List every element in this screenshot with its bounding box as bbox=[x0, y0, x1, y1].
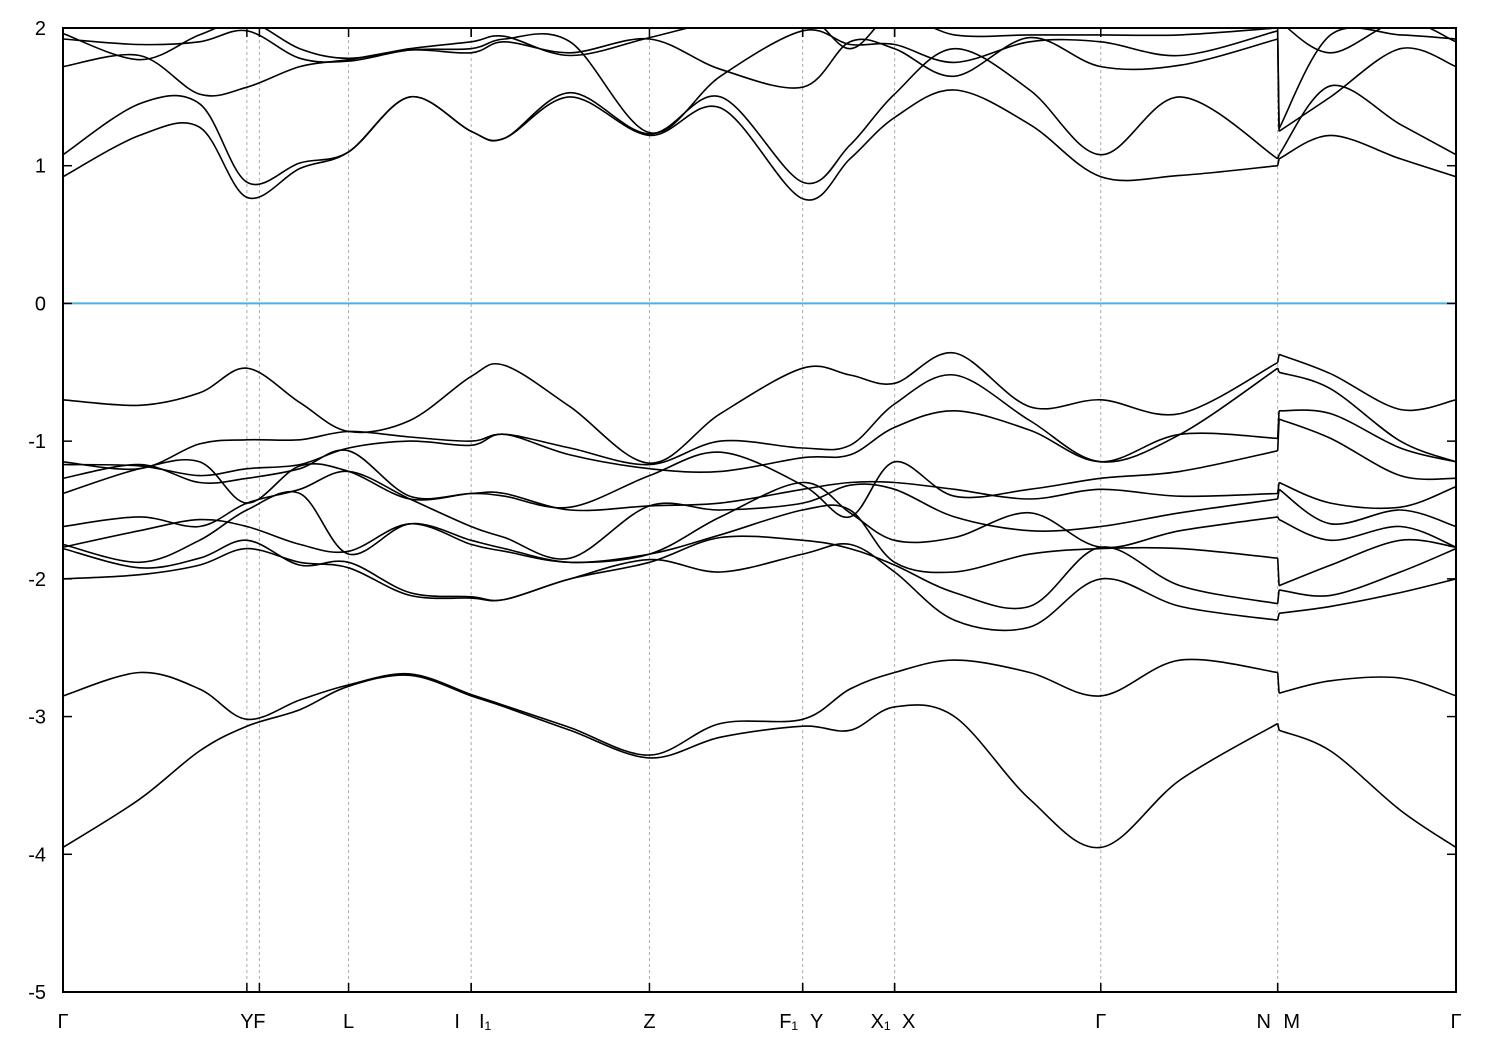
y-tick-label: -1 bbox=[28, 431, 46, 453]
band-3 bbox=[1278, 578, 1456, 615]
band-6-jump bbox=[1276, 516, 1280, 521]
x-tick-label: N bbox=[1256, 1011, 1270, 1033]
x-tick-label: Γ bbox=[1450, 1011, 1461, 1033]
x-tick-label: L bbox=[343, 1011, 354, 1033]
band-16 bbox=[63, 28, 1278, 134]
band-5-jump bbox=[1276, 558, 1280, 586]
band-8 bbox=[63, 458, 1278, 512]
band-10 bbox=[1279, 409, 1456, 463]
band-1-jump bbox=[1276, 723, 1280, 731]
x-tick-label: F bbox=[253, 1011, 265, 1033]
band-7-jump bbox=[1276, 489, 1280, 500]
band-5 bbox=[63, 490, 1278, 574]
y-tick-label: 1 bbox=[35, 156, 46, 178]
band-12 bbox=[1278, 353, 1456, 412]
plot-frame bbox=[62, 27, 1457, 993]
band-8 bbox=[1278, 481, 1456, 510]
band-17 bbox=[63, 28, 1278, 61]
band-13 bbox=[1278, 134, 1456, 178]
band-12 bbox=[63, 352, 1279, 465]
x-tick-label: X₁ bbox=[871, 1011, 891, 1033]
x-tick-label: X bbox=[902, 1011, 915, 1033]
band-3-jump bbox=[1276, 613, 1280, 621]
y-tick-label: -4 bbox=[28, 844, 46, 866]
bands bbox=[63, 28, 1456, 849]
band-1 bbox=[63, 674, 1279, 849]
band-4 bbox=[1278, 547, 1456, 597]
band-13 bbox=[63, 89, 1278, 201]
band-16 bbox=[1278, 28, 1456, 129]
x-tick-label: M bbox=[1283, 1011, 1300, 1033]
band-15 bbox=[63, 36, 1278, 97]
band-5 bbox=[1278, 538, 1456, 587]
high-symmetry-gridlines bbox=[246, 28, 1279, 992]
y-tick-label: -3 bbox=[28, 707, 46, 729]
y-tick-label: 0 bbox=[35, 293, 46, 315]
band-14 bbox=[63, 47, 1279, 186]
band-7 bbox=[1278, 488, 1456, 528]
y-tick-label: 2 bbox=[35, 18, 46, 40]
band-2 bbox=[63, 658, 1278, 756]
x-tick-label: I bbox=[454, 1011, 460, 1033]
band-7 bbox=[63, 470, 1278, 560]
x-tick-label: F₁ bbox=[779, 1011, 798, 1033]
band-11 bbox=[1278, 371, 1456, 463]
y-tick-label: -2 bbox=[28, 569, 46, 591]
band-14 bbox=[1278, 84, 1456, 156]
band-11 bbox=[63, 367, 1279, 471]
band-4-jump bbox=[1276, 589, 1280, 604]
band-2-jump bbox=[1276, 672, 1280, 694]
band-16-jump bbox=[1276, 30, 1280, 129]
band-3 bbox=[63, 542, 1278, 632]
band-12-jump bbox=[1276, 354, 1280, 363]
y-tick-label: -5 bbox=[28, 982, 46, 1004]
band-17 bbox=[1286, 28, 1456, 54]
x-tick-label: Z bbox=[643, 1011, 655, 1033]
x-tick-label: Y bbox=[240, 1011, 253, 1033]
band-1 bbox=[1278, 729, 1456, 849]
x-tick-label: Γ bbox=[57, 1011, 68, 1033]
x-tick-label: I₁ bbox=[479, 1011, 492, 1033]
band-6 bbox=[1278, 518, 1456, 548]
x-axis: Γ Y F L I I₁ Z F₁ Y X₁ X Γ N M Γ bbox=[57, 28, 1462, 1033]
band-15 bbox=[1278, 47, 1456, 132]
band-2 bbox=[1278, 676, 1456, 697]
x-tick-label: Y bbox=[810, 1011, 823, 1033]
band-9 bbox=[1278, 418, 1456, 481]
band-10-jump bbox=[1276, 410, 1280, 439]
y-axis: -5 -4 -3 -2 -1 0 1 2 bbox=[28, 18, 1456, 1004]
x-tick-label: Γ bbox=[1095, 1011, 1106, 1033]
band-17-jump bbox=[1277, 28, 1279, 29]
band-8-jump bbox=[1276, 482, 1280, 494]
band-4 bbox=[63, 535, 1278, 610]
band-9 bbox=[63, 449, 1278, 518]
band-6 bbox=[63, 481, 1278, 564]
band-10 bbox=[63, 409, 1278, 477]
band-13-jump bbox=[1276, 158, 1280, 166]
